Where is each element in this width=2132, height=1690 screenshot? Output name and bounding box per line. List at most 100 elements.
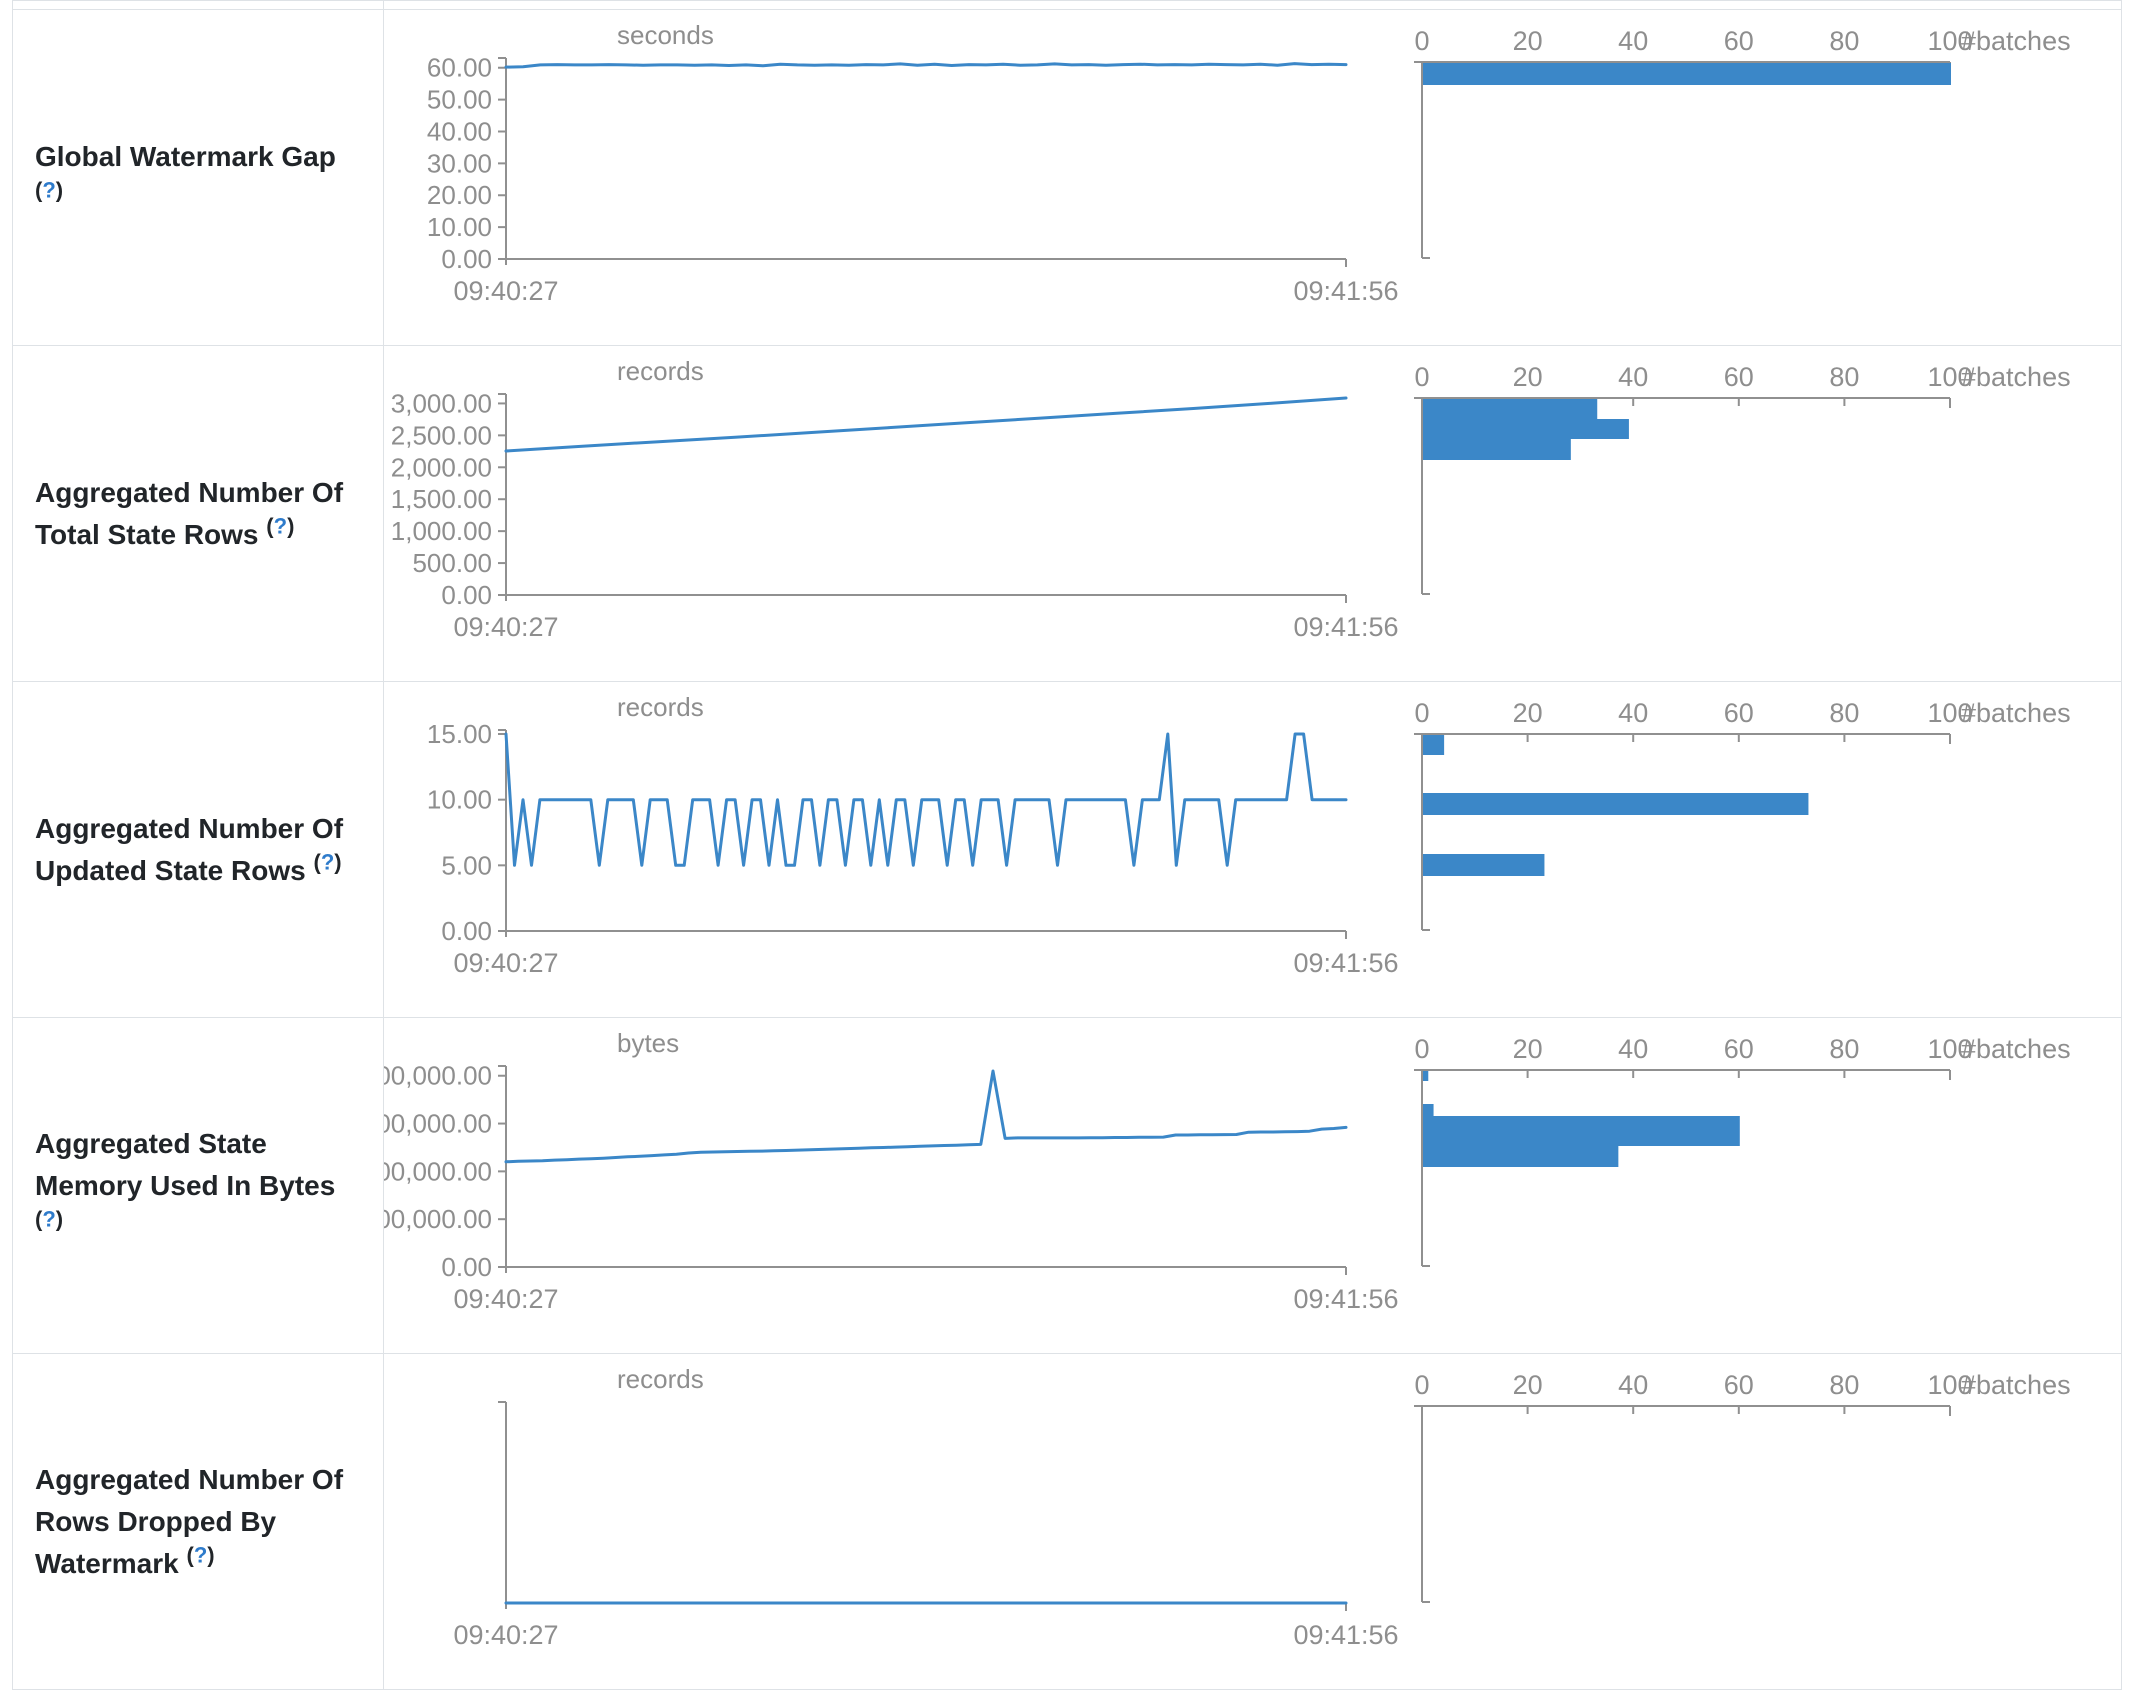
timeline-y-tick-label: 5.00 [441, 850, 492, 880]
histogram-x-tick-label: 80 [1829, 1370, 1859, 1400]
histogram-bar [1422, 793, 1809, 815]
watermark-gap-charts-canvas: seconds 60.0050.0040.0030.0020.0010.000.0… [427, 20, 2071, 306]
histogram-bar [1422, 439, 1571, 460]
timeline-y-tick-label: 1,000.00 [390, 516, 491, 546]
timeline-y-tick-label: 1,500,000.00 [384, 1109, 492, 1139]
timeline-series-line [504, 62, 1348, 69]
histogram-x-tick-label: 40 [1618, 698, 1648, 728]
metric-label-cell: Aggregated Number Of Rows Dropped By Wat… [13, 1354, 384, 1689]
histogram-bar [1422, 854, 1545, 876]
histogram-x-tick-label: 80 [1829, 698, 1859, 728]
metric-label: Aggregated State Memory Used In Bytes (?… [35, 1123, 357, 1249]
histogram-unit-label: #batches [1961, 1370, 2071, 1400]
histogram-x-tick-label: 20 [1512, 1034, 1542, 1064]
histogram-unit-label: #batches [1961, 362, 2071, 392]
timeline-start-time-label: 09:40:27 [453, 948, 558, 978]
timeline-y-tick-label: 10.00 [427, 212, 492, 242]
timeline-y-tick-label: 50.00 [427, 85, 492, 115]
metric-label-text: Aggregated Number Of Rows Dropped By Wat… [35, 1463, 344, 1579]
timeline-y-tick-label: 1,500.00 [390, 484, 491, 514]
timeline-start-time-label: 09:40:27 [453, 612, 558, 642]
metric-label: Aggregated Number Of Rows Dropped By Wat… [35, 1459, 357, 1585]
histogram-x-tick-label: 0 [1414, 698, 1429, 728]
histogram-x-tick-label: 0 [1414, 26, 1429, 56]
charts-cell: records 15.00 10.00 5.00 0.00 09:40:27 09:41:5… [384, 682, 2121, 1017]
metric-row-state-memory-used: Aggregated State Memory Used In Bytes (?… [13, 1018, 2121, 1354]
help-link[interactable]: ? [193, 1542, 208, 1568]
metric-label: Aggregated Number Of Updated State Rows … [35, 808, 357, 892]
timeline-start-time-label: 09:40:27 [453, 276, 558, 306]
timeline-y-tick-label: 1,000,000.00 [384, 1156, 492, 1186]
timeline-y-tick-label: 0.00 [441, 580, 492, 610]
timeline-y-tick-label: 2,500.00 [390, 420, 491, 450]
timeline-end-time-label: 09:41:56 [1293, 948, 1398, 978]
help-badge: (?) [35, 177, 64, 203]
charts-cell: records 09:40:27 09:41:56 0 20 40 60 80 100 #batc… [384, 1354, 2121, 1689]
histogram-unit-label: #batches [1961, 698, 2071, 728]
streaming-statistics-table: Global Watermark Gap (?) seconds 60.00 50.… [12, 0, 2122, 1690]
histogram-x-tick-label: 20 [1512, 26, 1542, 56]
help-badge: (?) [266, 513, 295, 539]
histogram-x-tick-label: 40 [1618, 1034, 1648, 1064]
help-link[interactable]: ? [320, 849, 335, 875]
charts-cell: bytes 2,000,000.00 1,500,000.00 1,000,000.0… [384, 1018, 2121, 1353]
timeline-y-tick-label: 500.00 [412, 548, 492, 578]
histogram-x-tick-label: 80 [1829, 362, 1859, 392]
histogram-bar [1422, 1071, 1428, 1081]
help-link[interactable]: ? [42, 177, 56, 203]
histogram-x-tick-label: 20 [1512, 1370, 1542, 1400]
timeline-unit-label: bytes [617, 1028, 679, 1058]
histogram-x-tick-label: 60 [1723, 1034, 1753, 1064]
help-link[interactable]: ? [273, 513, 288, 539]
histogram-bar [1422, 1116, 1740, 1146]
histogram-x-tick-label: 20 [1512, 362, 1542, 392]
timeline-unit-label: records [617, 1364, 704, 1394]
histogram-unit-label: #batches [1961, 1034, 2071, 1064]
previous-row-label-cell [13, 1, 384, 9]
metric-label-cell: Aggregated Number Of Updated State Rows … [13, 682, 384, 1017]
histogram-bar [1422, 735, 1444, 755]
previous-row-partial [13, 0, 2121, 10]
histogram-x-tick-label: 60 [1723, 1370, 1753, 1400]
help-link[interactable]: ? [42, 1206, 56, 1232]
timeline-unit-label: records [617, 356, 704, 386]
timeline-y-tick-label: 0.00 [441, 244, 492, 274]
metric-label-cell: Aggregated Number Of Total State Rows (?… [13, 346, 384, 681]
histogram-x-tick-label: 40 [1618, 1370, 1648, 1400]
timeline-y-tick-label: 500,000.00 [384, 1204, 492, 1234]
timeline-y-tick-label: 0.00 [441, 1252, 492, 1282]
timeline-end-time-label: 09:41:56 [1293, 1284, 1398, 1314]
histogram-bar [1422, 1146, 1619, 1167]
timeline-end-time-label: 09:41:56 [1293, 612, 1398, 642]
metric-label-text: Aggregated State Memory Used In Bytes [35, 1127, 336, 1201]
histogram-x-tick-label: 100 [1927, 26, 1972, 56]
metric-label-cell: Global Watermark Gap (?) [13, 10, 384, 345]
timeline-start-time-label: 09:40:27 [453, 1284, 558, 1314]
timeline-series-line [504, 732, 1348, 867]
metric-label-text: Aggregated Number Of Updated State Rows [35, 812, 344, 886]
timeline-end-time-label: 09:41:56 [1293, 1620, 1398, 1650]
histogram-x-tick-label: 80 [1829, 1034, 1859, 1064]
metric-label-text: Global Watermark Gap [35, 140, 336, 172]
metric-row-updated-state-rows: Aggregated Number Of Updated State Rows … [13, 682, 2121, 1018]
histogram-x-tick-label: 80 [1829, 26, 1859, 56]
histogram-x-tick-label: 100 [1927, 1034, 1972, 1064]
histogram-x-tick-label: 0 [1414, 1034, 1429, 1064]
help-badge: (?) [313, 849, 342, 875]
histogram-bar [1422, 1104, 1434, 1116]
histogram-bar [1422, 419, 1629, 439]
metric-label-cell: Aggregated State Memory Used In Bytes (?… [13, 1018, 384, 1353]
metric-label-text: Aggregated Number Of Total State Rows [35, 476, 344, 550]
histogram-x-tick-label: 40 [1618, 362, 1648, 392]
histogram-x-tick-label: 40 [1618, 26, 1648, 56]
timeline-series-line [504, 396, 1348, 453]
timeline-y-tick-label: 60.00 [427, 53, 492, 83]
histogram-unit-label: #batches [1961, 26, 2071, 56]
timeline-y-tick-label: 40.00 [427, 116, 492, 146]
timeline-y-tick-label: 15.00 [427, 719, 492, 749]
histogram-x-tick-label: 100 [1927, 1370, 1972, 1400]
metric-row-rows-dropped-by-watermark: Aggregated Number Of Rows Dropped By Wat… [13, 1354, 2121, 1690]
histogram-x-tick-label: 0 [1414, 1370, 1429, 1400]
timeline-y-tick-label: 0.00 [441, 916, 492, 946]
